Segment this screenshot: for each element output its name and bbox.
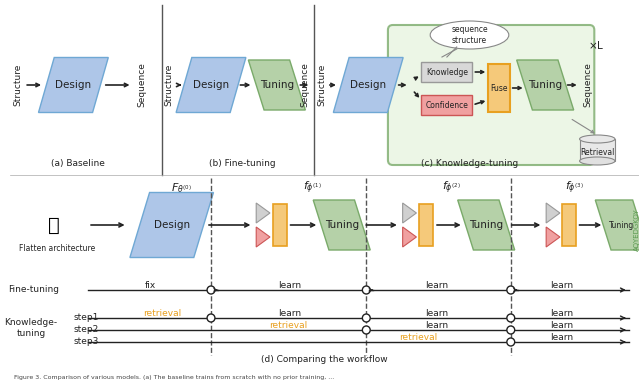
- Text: Design: Design: [193, 80, 229, 90]
- Text: (c) Knowledge-tuning: (c) Knowledge-tuning: [421, 159, 518, 167]
- Text: learn: learn: [426, 320, 449, 330]
- FancyBboxPatch shape: [580, 139, 615, 161]
- Circle shape: [507, 338, 515, 346]
- Polygon shape: [333, 58, 403, 113]
- FancyBboxPatch shape: [488, 64, 510, 112]
- Polygon shape: [256, 203, 270, 223]
- Text: Flatten architecture: Flatten architecture: [19, 243, 95, 253]
- Text: step1: step1: [74, 314, 99, 322]
- Text: step3: step3: [74, 338, 99, 346]
- Text: retrieval: retrieval: [269, 320, 308, 330]
- Polygon shape: [176, 58, 246, 113]
- Text: $f_{\phi^{(3)}}$: $f_{\phi^{(3)}}$: [565, 180, 584, 196]
- Text: (b) Fine-tuning: (b) Fine-tuning: [209, 159, 276, 167]
- Text: Sequence: Sequence: [301, 63, 310, 107]
- Text: Structure: Structure: [317, 64, 326, 106]
- Text: learn: learn: [278, 280, 301, 290]
- Ellipse shape: [430, 21, 509, 49]
- Circle shape: [207, 314, 215, 322]
- Text: Tuning: Tuning: [528, 80, 562, 90]
- Polygon shape: [403, 227, 417, 247]
- Text: Tuning: Tuning: [609, 220, 634, 230]
- Polygon shape: [546, 227, 560, 247]
- Polygon shape: [546, 203, 560, 223]
- Text: (a) Baseline: (a) Baseline: [51, 159, 105, 167]
- Text: learn: learn: [550, 332, 573, 342]
- Ellipse shape: [580, 157, 615, 165]
- FancyBboxPatch shape: [421, 95, 472, 115]
- Text: AQYEDGKOY: AQYEDGKOY: [634, 209, 639, 251]
- Text: Tuning: Tuning: [469, 220, 503, 230]
- Ellipse shape: [580, 135, 615, 143]
- Text: learn: learn: [278, 309, 301, 317]
- Text: learn: learn: [550, 309, 573, 317]
- Text: Knowledge: Knowledge: [426, 68, 468, 76]
- Polygon shape: [595, 200, 640, 250]
- Polygon shape: [248, 60, 305, 110]
- Text: sequence
structure: sequence structure: [451, 25, 488, 45]
- Text: learn: learn: [550, 320, 573, 330]
- Text: learn: learn: [426, 309, 449, 317]
- Text: Design: Design: [154, 220, 189, 230]
- FancyBboxPatch shape: [273, 204, 287, 246]
- Circle shape: [507, 314, 515, 322]
- Text: Knowledge-
tuning: Knowledge- tuning: [4, 318, 58, 338]
- Polygon shape: [38, 58, 108, 113]
- Text: retrieval: retrieval: [143, 309, 181, 317]
- Circle shape: [507, 326, 515, 334]
- Circle shape: [362, 286, 370, 294]
- Circle shape: [507, 286, 515, 294]
- Circle shape: [207, 286, 215, 294]
- Text: step2: step2: [74, 325, 99, 335]
- Text: fix: fix: [145, 280, 156, 290]
- Text: retrieval: retrieval: [399, 332, 438, 342]
- Polygon shape: [403, 203, 417, 223]
- Text: (d) Comparing the workflow: (d) Comparing the workflow: [260, 356, 387, 364]
- Text: Structure: Structure: [13, 64, 22, 106]
- Text: Tuning: Tuning: [260, 80, 294, 90]
- FancyBboxPatch shape: [419, 204, 433, 246]
- Polygon shape: [313, 200, 370, 250]
- FancyBboxPatch shape: [421, 62, 472, 82]
- Text: Sequence: Sequence: [138, 63, 147, 107]
- Text: Design: Design: [55, 80, 92, 90]
- Text: $f_{\phi^{(1)}}$: $f_{\phi^{(1)}}$: [303, 180, 322, 196]
- Circle shape: [362, 326, 370, 334]
- Text: $\times$L: $\times$L: [588, 39, 604, 51]
- Polygon shape: [256, 227, 270, 247]
- Polygon shape: [130, 193, 214, 257]
- Polygon shape: [516, 60, 573, 110]
- Text: $F_{\theta^{(0)}}$: $F_{\theta^{(0)}}$: [171, 181, 192, 195]
- Text: Structure: Structure: [164, 64, 173, 106]
- Text: Fuse: Fuse: [490, 84, 508, 92]
- Circle shape: [362, 314, 370, 322]
- Text: 🧬: 🧬: [48, 215, 60, 235]
- Text: Confidence: Confidence: [426, 100, 468, 110]
- Polygon shape: [458, 200, 515, 250]
- Text: learn: learn: [550, 280, 573, 290]
- Text: learn: learn: [426, 280, 449, 290]
- Text: Retrieval: Retrieval: [580, 147, 614, 157]
- Text: Sequence: Sequence: [583, 63, 592, 107]
- Text: Figure 3. Comparison of various models. (a) The baseline trains from scratch wit: Figure 3. Comparison of various models. …: [15, 374, 335, 379]
- FancyBboxPatch shape: [388, 25, 595, 165]
- FancyBboxPatch shape: [562, 204, 575, 246]
- Text: Design: Design: [350, 80, 387, 90]
- Text: $f_{\phi^{(2)}}$: $f_{\phi^{(2)}}$: [442, 180, 461, 196]
- Text: Tuning: Tuning: [324, 220, 359, 230]
- Text: Fine-tuning: Fine-tuning: [8, 285, 60, 295]
